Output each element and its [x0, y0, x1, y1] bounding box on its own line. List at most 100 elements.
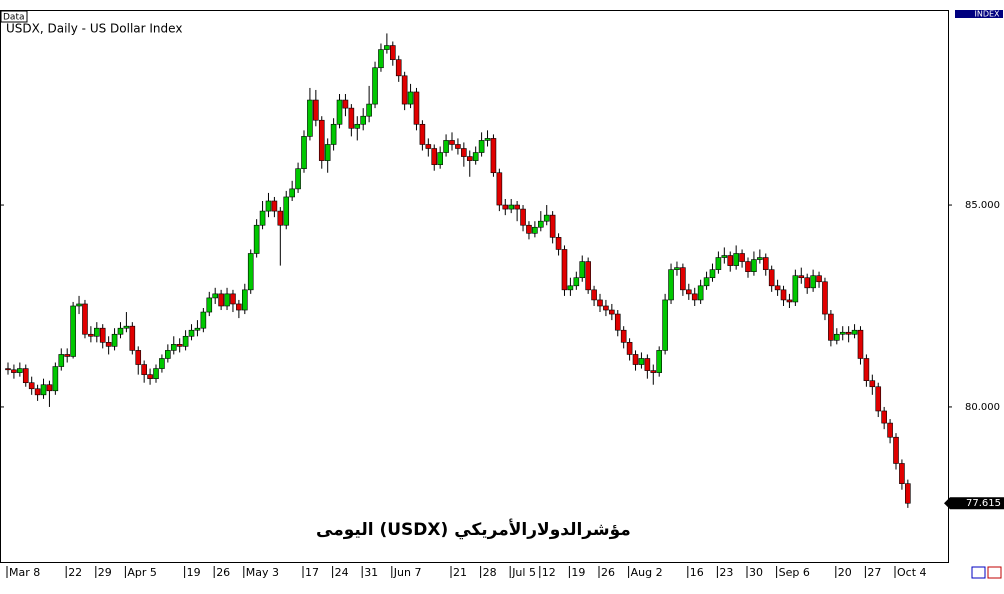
candle-body	[721, 255, 728, 258]
x-tick-label: 28	[483, 566, 497, 579]
candle-body	[372, 67, 378, 105]
candle-body	[330, 123, 337, 145]
candle-body	[64, 354, 70, 357]
x-tick-label: 31	[364, 566, 378, 579]
candle-body	[668, 269, 674, 301]
candle-body	[905, 483, 911, 504]
candle-body	[597, 299, 603, 307]
candle-body	[810, 275, 816, 289]
candle-body	[609, 309, 615, 315]
candle-body	[893, 436, 899, 464]
candle-body	[833, 333, 840, 341]
x-tick-label: 22	[68, 566, 82, 579]
scroll-icon[interactable]	[987, 566, 1002, 579]
candle-body	[863, 358, 870, 381]
candle-body	[822, 281, 828, 315]
candle-body	[484, 138, 491, 141]
candle-body	[537, 220, 544, 228]
candle-body	[798, 275, 805, 279]
x-tick-label: 30	[749, 566, 763, 579]
candle-body	[549, 214, 556, 238]
candle-body	[532, 226, 538, 234]
candle-body	[259, 210, 266, 226]
candle-body	[182, 335, 189, 347]
candle-body	[389, 45, 396, 60]
candle-body	[656, 350, 663, 373]
candle-body	[490, 138, 497, 174]
x-tick-label: 24	[335, 566, 349, 579]
x-tick-label: 26	[601, 566, 615, 579]
zoom-icon[interactable]	[971, 566, 986, 579]
candle-body	[780, 289, 787, 301]
candle-body	[129, 325, 136, 351]
candle-body	[585, 261, 591, 291]
candle-body	[419, 123, 426, 145]
candle-body	[230, 293, 236, 305]
candle-body	[839, 331, 846, 335]
candle-body	[271, 200, 278, 212]
candle-body	[242, 289, 248, 311]
candle-body	[774, 285, 781, 291]
candle-body	[478, 140, 485, 153]
candle-body	[313, 99, 319, 121]
scale-label-box	[955, 10, 1003, 18]
candle-body	[366, 103, 372, 117]
candle-body	[443, 140, 449, 153]
candle-body	[354, 123, 361, 129]
candle-body	[324, 144, 331, 161]
candle-body	[378, 49, 384, 69]
candle-body	[360, 115, 367, 125]
candle-body	[851, 329, 858, 335]
last-price-box	[950, 497, 1004, 510]
candle-body	[94, 327, 100, 337]
candle-body	[5, 368, 11, 371]
candle-body	[194, 327, 201, 331]
candle-body	[40, 384, 47, 396]
candle-body	[573, 277, 580, 287]
candle-body	[99, 327, 106, 343]
candle-body	[461, 148, 467, 157]
candle-body	[691, 293, 698, 301]
candle-body	[407, 91, 414, 105]
candle-body	[141, 364, 147, 375]
candle-body	[295, 168, 301, 190]
last-price-label: 77.615	[966, 498, 1001, 509]
last-price-arrow	[944, 497, 950, 510]
candle-body	[543, 214, 550, 222]
candle-body	[123, 325, 130, 329]
candle-body	[265, 200, 272, 212]
candle-body	[472, 152, 479, 161]
candle-body	[674, 267, 680, 270]
x-tick-label: Jun 7	[393, 566, 422, 579]
candle-body	[632, 354, 639, 365]
candle-body	[555, 237, 562, 250]
x-tick-label: 29	[98, 566, 112, 579]
candle-body	[425, 144, 432, 149]
x-tick-label: 16	[690, 566, 704, 579]
nav-icons[interactable]	[971, 566, 1002, 579]
x-tick-label: Mar 8	[9, 566, 40, 579]
candle-body	[881, 410, 887, 424]
candle-body	[253, 224, 260, 254]
candle-body	[70, 305, 76, 357]
candle-body	[46, 384, 53, 392]
candle-body	[17, 368, 23, 373]
x-tick-label: 19	[571, 566, 585, 579]
candle-body	[28, 382, 35, 390]
candle-body	[739, 253, 745, 262]
candle-body	[614, 313, 621, 331]
candle-body	[709, 269, 716, 279]
x-tick-label: 12	[542, 566, 556, 579]
candle-body	[816, 275, 822, 283]
candle-body	[745, 261, 751, 272]
candle-body	[727, 255, 734, 266]
candle-body	[147, 374, 153, 379]
candle-body	[455, 144, 461, 149]
candle-body	[277, 210, 284, 226]
panel-label-box	[0, 10, 28, 23]
candle-body	[685, 289, 692, 295]
candle-body	[650, 370, 657, 373]
candle-body	[520, 208, 526, 226]
candle-body	[348, 107, 355, 129]
